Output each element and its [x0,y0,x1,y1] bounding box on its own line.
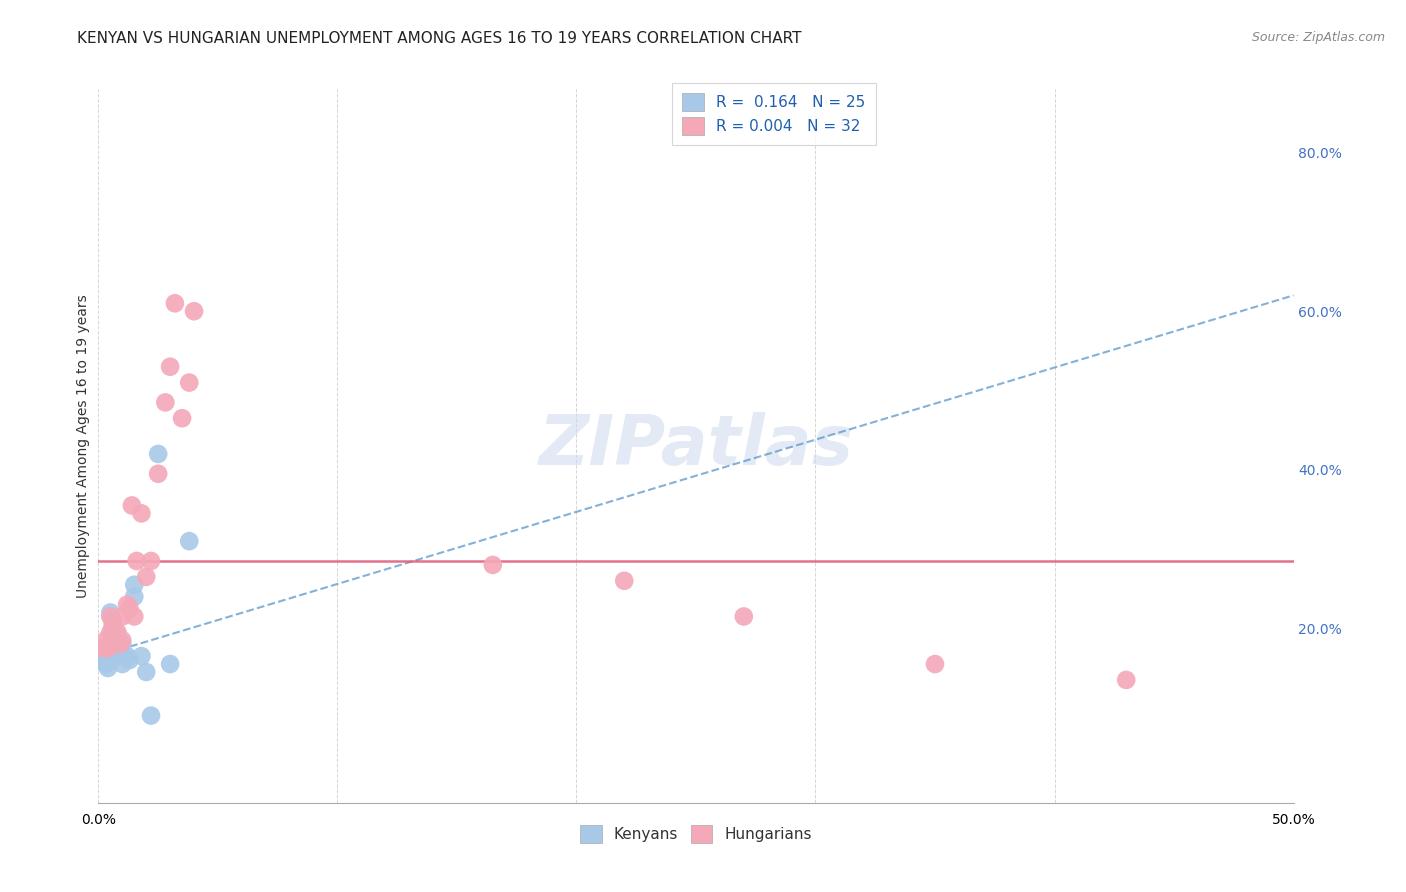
Point [1115,673,1137,687]
Point [97,649,120,664]
Point [98,625,122,640]
Point [111,609,134,624]
Point [97,661,120,675]
Point [179,534,201,549]
Point [107,645,129,659]
Point [172,411,194,425]
Point [91,641,114,656]
Point [91,653,114,667]
Point [111,633,134,648]
Point [108,649,131,664]
Point [101,625,124,640]
Point [94,633,117,648]
Point [101,614,124,628]
Point [91,641,114,656]
Point [131,507,153,521]
Point [159,359,181,374]
Point [124,578,146,592]
Text: ZIPatlas: ZIPatlas [538,412,853,480]
Point [111,637,134,651]
Text: Source: ZipAtlas.com: Source: ZipAtlas.com [1251,31,1385,45]
Point [104,625,127,640]
Point [148,447,170,461]
Point [115,598,138,612]
Text: KENYAN VS HUNGARIAN UNEMPLOYMENT AMONG AGES 16 TO 19 YEARS CORRELATION CHART: KENYAN VS HUNGARIAN UNEMPLOYMENT AMONG A… [77,31,801,46]
Point [107,633,129,648]
Point [121,499,143,513]
Point [148,467,170,481]
Point [733,609,755,624]
Point [115,649,138,664]
Y-axis label: Unemployment Among Ages 16 to 19 years: Unemployment Among Ages 16 to 19 years [76,294,90,598]
Point [135,665,157,679]
Legend: Kenyans, Hungarians: Kenyans, Hungarians [574,819,818,848]
Point [107,625,129,640]
Point [104,633,127,648]
Point [131,649,153,664]
Point [124,609,146,624]
Point [108,637,131,651]
Point [155,395,177,409]
Point [481,558,505,572]
Point [163,296,186,310]
Point [98,637,122,651]
Point [118,601,141,615]
Point [124,590,146,604]
Point [924,657,946,671]
Point [139,554,162,568]
Point [139,708,162,723]
Point [111,657,134,671]
Point [101,617,124,632]
Point [135,570,157,584]
Point [613,574,636,588]
Point [98,606,122,620]
Point [118,653,141,667]
Point [98,609,122,624]
Point [159,657,181,671]
Point [183,304,205,318]
Point [94,657,117,671]
Point [125,554,148,568]
Point [104,641,127,656]
Point [97,641,120,656]
Point [179,376,201,390]
